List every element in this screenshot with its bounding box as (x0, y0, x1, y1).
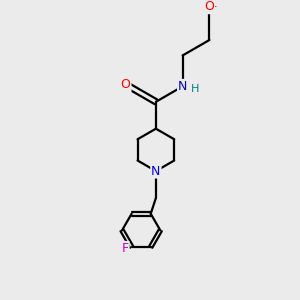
Text: F: F (122, 242, 129, 255)
Text: O: O (205, 0, 214, 13)
Text: H: H (191, 84, 199, 94)
Text: O: O (121, 78, 130, 92)
Text: N: N (178, 80, 187, 93)
Text: N: N (151, 165, 160, 178)
